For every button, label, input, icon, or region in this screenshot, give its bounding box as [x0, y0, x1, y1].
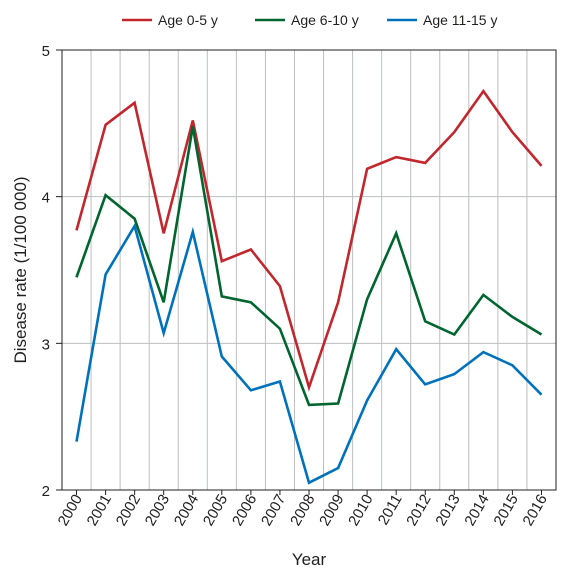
- x-tick-label: 2009: [316, 492, 347, 529]
- x-tick-label: 2012: [403, 492, 434, 529]
- x-tick-label: 2008: [287, 492, 318, 529]
- x-tick-label: 2010: [345, 492, 376, 529]
- legend-label: Age 11-15 y: [423, 12, 497, 28]
- legend: Age 0-5 y Age 6-10 y Age 11-15 y: [122, 12, 497, 28]
- x-tick-label: 2003: [142, 492, 173, 529]
- y-tick-label: 2: [42, 483, 50, 500]
- y-axis-ticks: 2 3 4 5: [42, 43, 62, 500]
- x-tick-label: 2014: [461, 491, 492, 528]
- x-tick-label: 2006: [229, 492, 260, 529]
- y-axis-title: Disease rate (1/100 000): [11, 176, 30, 363]
- grid: [62, 50, 556, 490]
- plot-area-frame: [61, 49, 557, 491]
- x-tick-label: 2004: [171, 492, 202, 529]
- series-line-2: [75, 126, 543, 407]
- legend-label: Age 0-5 y: [158, 12, 218, 28]
- x-axis-title: Year: [292, 550, 327, 569]
- x-tick-label: 2013: [432, 492, 463, 529]
- y-tick-label: 4: [42, 190, 50, 207]
- x-tick-label: 2005: [200, 492, 231, 529]
- x-tick-label: 2002: [113, 492, 144, 529]
- x-tick-label: 2000: [55, 492, 86, 529]
- x-tick-label: 2001: [84, 492, 115, 529]
- y-tick-label: 3: [42, 336, 50, 353]
- x-tick-label: 2007: [258, 492, 289, 529]
- x-tick-label: 2015: [490, 492, 521, 529]
- series-lines: [75, 88, 543, 485]
- y-tick-label: 5: [42, 43, 50, 60]
- legend-label: Age 6-10 y: [291, 12, 359, 28]
- series-line-3: [75, 222, 543, 485]
- series-line-1: [75, 88, 543, 392]
- x-axis-ticks: 2000200120022003200420052006200720082009…: [55, 490, 551, 529]
- x-tick-label: 2016: [520, 492, 551, 529]
- x-tick-label: 2011: [375, 492, 406, 528]
